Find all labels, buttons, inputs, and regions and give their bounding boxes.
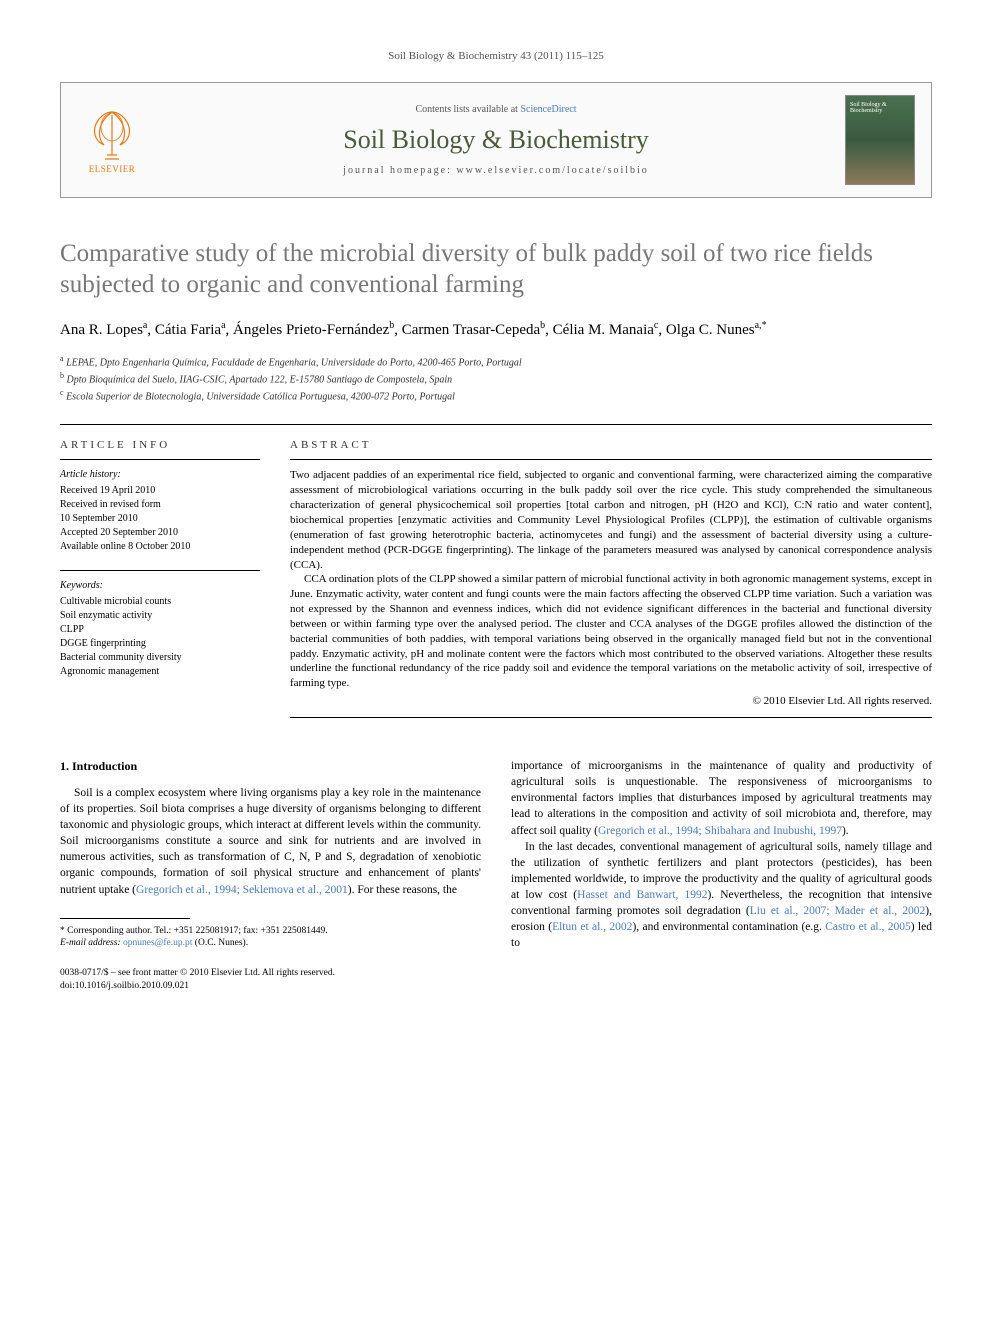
footnote-email-link[interactable]: opnunes@fe.up.pt [123,938,192,948]
keyword-line: CLPP [60,623,260,637]
history-line: Accepted 20 September 2010 [60,526,260,540]
elsevier-tree-icon [87,107,137,162]
journal-name: Soil Biology & Biochemistry [147,125,845,155]
footnote-separator [60,918,190,919]
affiliation-line: b Dpto Bioquímica del Suelo, IIAG-CSIC, … [60,370,932,387]
affiliation-line: a LEPAE, Dpto Engenharia Química, Faculd… [60,353,932,370]
history-line: Received in revised form [60,498,260,512]
citation-link[interactable]: Gregorich et al., 1994; Shibahara and In… [598,825,842,837]
homepage-url[interactable]: www.elsevier.com/locate/soilbio [456,165,648,176]
keyword-line: Soil enzymatic activity [60,609,260,623]
cover-thumb-label: Soil Biology & Biochemistry [850,102,910,114]
keyword-line: Agronomic management [60,665,260,679]
body-columns: 1. Introduction Soil is a complex ecosys… [60,758,932,992]
keywords-block: Keywords: Cultivable microbial countsSoi… [60,570,260,679]
masthead-center: Contents lists available at ScienceDirec… [147,104,845,176]
publisher-label: ELSEVIER [89,164,136,174]
article-info: ARTICLE INFO Article history: Received 1… [60,439,260,718]
affiliations: a LEPAE, Dpto Engenharia Química, Faculd… [60,353,932,405]
journal-cover-thumb[interactable]: Soil Biology & Biochemistry [845,95,915,185]
body-text: Soil is a complex ecosystem where living… [60,787,481,896]
contents-line: Contents lists available at ScienceDirec… [147,104,845,115]
corresponding-author-footnote: * Corresponding author. Tel.: +351 22508… [60,925,481,950]
publisher-logo[interactable]: ELSEVIER [77,100,147,180]
keyword-line: Cultivable microbial counts [60,595,260,609]
footer-copyright: 0038-0717/$ – see front matter © 2010 El… [60,967,481,979]
abstract-paragraph: CCA ordination plots of the CLPP showed … [290,572,932,691]
citation-link[interactable]: Eltun et al., 2002 [552,921,632,933]
body-text: ). [842,825,849,837]
body-column-left: 1. Introduction Soil is a complex ecosys… [60,758,481,992]
keyword-line: DGGE fingerprinting [60,637,260,651]
abstract-heading: ABSTRACT [290,439,932,451]
body-column-right: importance of microorganisms in the main… [511,758,932,992]
history-line: 10 September 2010 [60,512,260,526]
page-container: Soil Biology & Biochemistry 43 (2011) 11… [0,0,992,1032]
footnote-email-label: E-mail address: [60,938,123,948]
article-history-block: Article history: Received 19 April 2010R… [60,459,260,554]
info-abstract-row: ARTICLE INFO Article history: Received 1… [60,439,932,718]
running-head: Soil Biology & Biochemistry 43 (2011) 11… [60,50,932,62]
citation-link[interactable]: Liu et al., 2007; Mader et al., 2002 [750,905,926,917]
abstract-column: ABSTRACT Two adjacent paddies of an expe… [290,439,932,718]
footer-doi: doi:10.1016/j.soilbio.2010.09.021 [60,980,481,992]
footnote-email-tail: (O.C. Nunes). [192,938,248,948]
body-paragraph: Soil is a complex ecosystem where living… [60,785,481,898]
abstract-bottom-divider [290,717,932,718]
history-line: Available online 8 October 2010 [60,540,260,554]
keywords-label: Keywords: [60,579,260,593]
citation-link[interactable]: Gregorich et al., 1994; Seklemova et al.… [136,884,348,896]
citation-link[interactable]: Castro et al., 2005 [825,921,910,933]
footnote-corr: * Corresponding author. Tel.: +351 22508… [60,925,481,937]
homepage-prefix: journal homepage: [343,165,456,176]
page-footer: 0038-0717/$ – see front matter © 2010 El… [60,967,481,992]
history-label: Article history: [60,468,260,482]
sciencedirect-link[interactable]: ScienceDirect [520,104,576,115]
body-text: ), and environmental contamination (e.g. [632,921,825,933]
abstract-copyright: © 2010 Elsevier Ltd. All rights reserved… [290,695,932,707]
history-line: Received 19 April 2010 [60,484,260,498]
body-text: ). For these reasons, the [348,884,457,896]
contents-prefix: Contents lists available at [415,104,520,115]
article-title: Comparative study of the microbial diver… [60,238,932,301]
masthead: ELSEVIER Contents lists available at Sci… [60,82,932,198]
abstract-text: Two adjacent paddies of an experimental … [290,459,932,691]
abstract-paragraph: Two adjacent paddies of an experimental … [290,468,932,572]
body-paragraph: importance of microorganisms in the main… [511,758,932,838]
homepage-line: journal homepage: www.elsevier.com/locat… [147,165,845,176]
article-info-heading: ARTICLE INFO [60,439,260,451]
body-paragraph: In the last decades, conventional manage… [511,839,932,952]
author-list: Ana R. Lopesa, Cátia Fariaa, Ángeles Pri… [60,319,932,341]
affiliation-line: c Escola Superior de Biotecnologia, Univ… [60,387,932,404]
section-heading-intro: 1. Introduction [60,758,481,775]
keyword-line: Bacterial community diversity [60,651,260,665]
citation-link[interactable]: Hasset and Banwart, 1992 [577,889,707,901]
divider [60,424,932,425]
